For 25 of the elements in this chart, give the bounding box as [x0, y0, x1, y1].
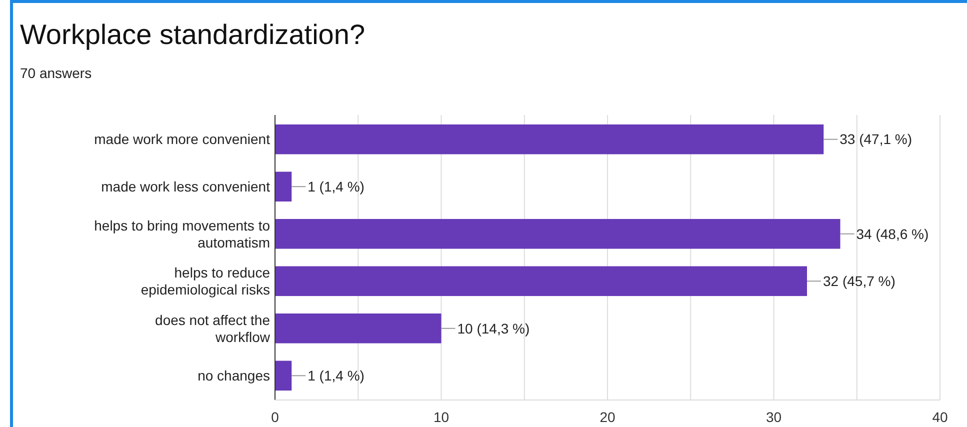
x-tick-label: 40: [932, 409, 948, 425]
y-tick-label: no changes: [198, 368, 270, 384]
x-tick-label: 20: [600, 409, 616, 425]
bar: [275, 266, 807, 296]
data-label: 33 (47,1 %): [840, 131, 912, 148]
bar: [275, 314, 442, 344]
data-label: 32 (45,7 %): [823, 273, 896, 290]
data-label: 10 (14,3 %): [457, 320, 530, 336]
bar: [275, 218, 840, 249]
bar: [275, 360, 292, 391]
chart-title: Workplace standardization?: [20, 19, 366, 50]
x-tick-label: 30: [766, 409, 782, 425]
y-tick-label: made work less convenient: [101, 178, 270, 195]
text: 70 answers: [20, 65, 92, 81]
y-tick-label: made work more convenient: [94, 131, 270, 148]
data-label: 34 (48,6 %): [856, 226, 929, 242]
data-label: 1 (1,4 %): [308, 368, 364, 384]
x-tick-label: 10: [433, 409, 450, 425]
data-label: 1 (1,4 %): [308, 178, 364, 195]
bar: [275, 124, 824, 154]
bar: [275, 172, 292, 202]
y-tick-label: helps to reduce epidemiological risks: [140, 264, 270, 298]
x-tick-label: 0: [271, 409, 280, 425]
y-tick-label: does not affect the workflow: [155, 312, 271, 345]
y-tick-label: helps to bring movements to automatism: [94, 217, 270, 250]
